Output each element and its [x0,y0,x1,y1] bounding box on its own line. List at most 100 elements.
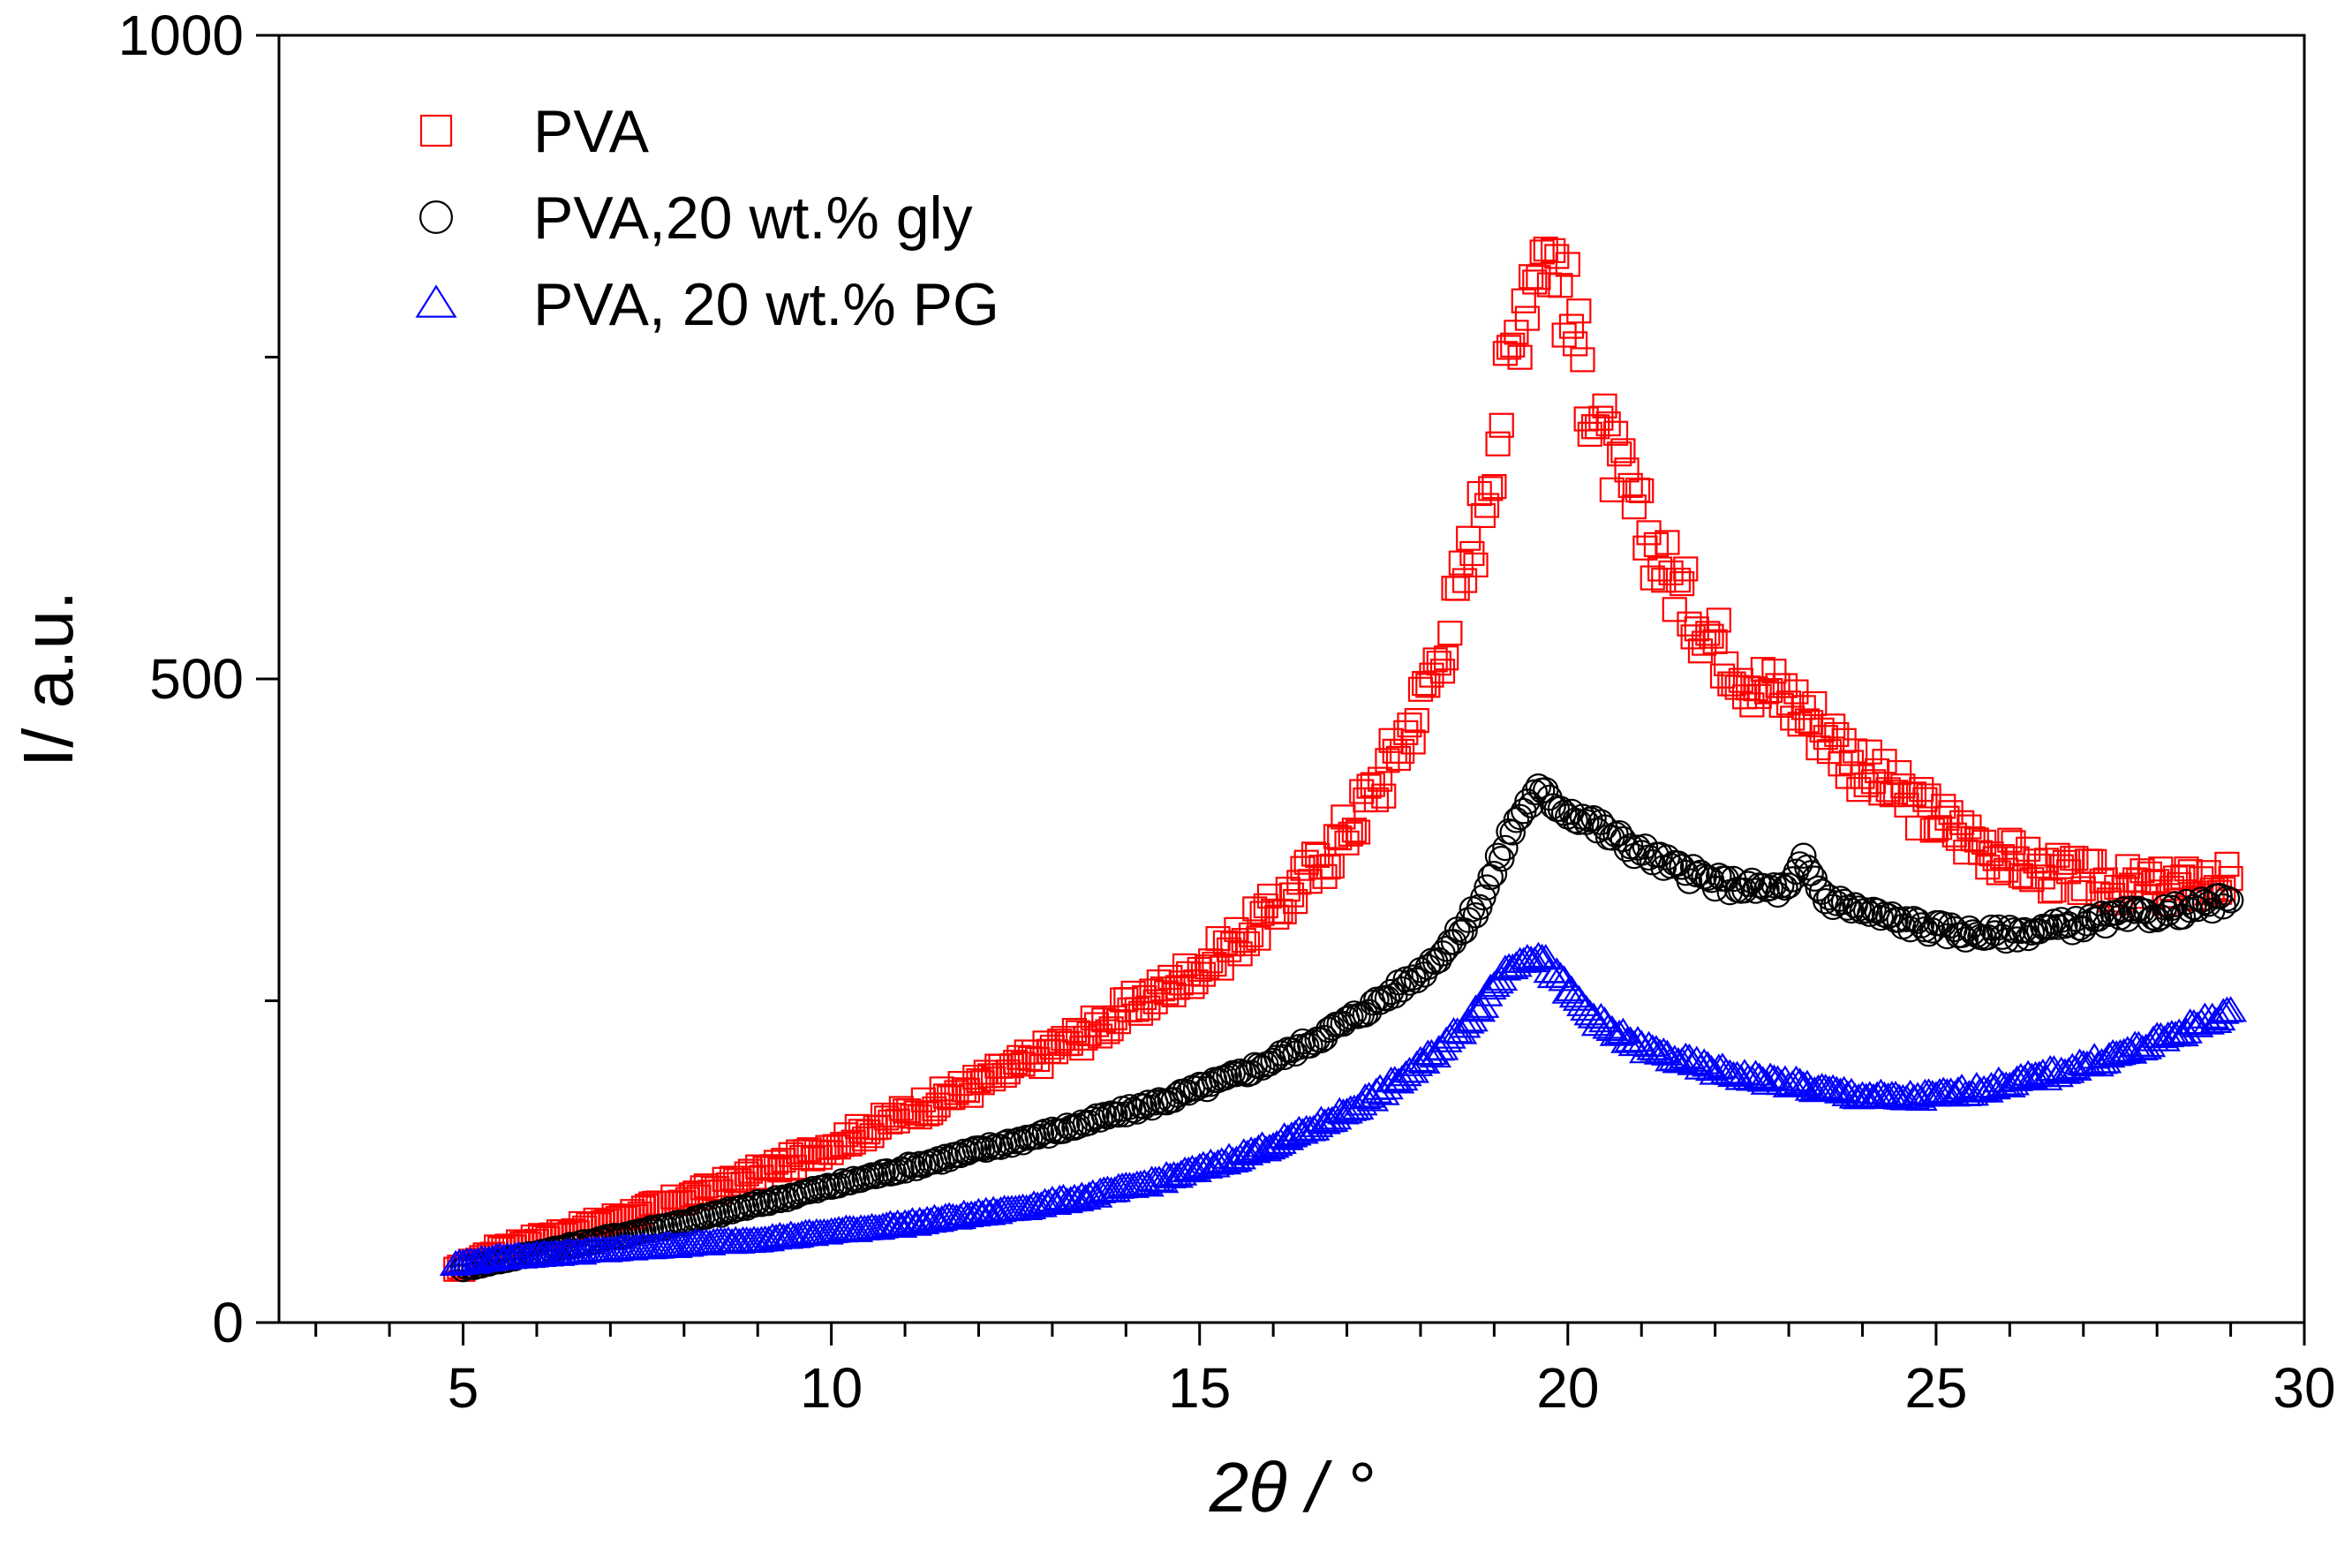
square-point [1548,273,1573,298]
square-point [1706,607,1731,633]
triangle-point [1459,994,1492,1021]
triangle-point [980,1198,1014,1225]
x-axis-title: 2θ / ° [1209,1448,1375,1527]
y-tick-label: 500 [149,647,244,711]
y-axis-title: I/ a.u. [9,591,87,767]
square-point [1481,473,1507,500]
triangle-point [907,1208,940,1235]
triangle-point [1477,970,1511,998]
circle-point [1613,835,1640,863]
triangle-point [2055,1052,2089,1079]
triangle-point [841,1216,874,1242]
triangle-point [1474,973,1507,1000]
triangle-point [1463,996,1496,1022]
circle-point [1399,964,1427,991]
legend-circle-marker [419,200,453,234]
circle-point [1075,1109,1103,1136]
circle-point [1565,809,1593,835]
circle-point [1131,1093,1157,1120]
triangle-point [1934,1077,1968,1104]
circle-point [810,1174,838,1201]
square-point [1264,904,1290,930]
square-point [1610,438,1636,464]
square-point [1843,738,1868,764]
square-point [1194,954,1220,980]
triangle-point [2181,1011,2214,1037]
circle-point [2088,901,2115,927]
circle-point [2084,906,2112,932]
triangle-point [1331,1097,1363,1124]
circle-point [2213,885,2241,912]
circle-point [1874,902,1902,930]
triangle-point [2048,1058,2082,1084]
circle-point [1731,877,1758,904]
triangle-point [1669,1042,1702,1069]
circle-point [1790,842,1817,869]
square-point [1857,739,1882,765]
square-point [1489,412,1514,438]
square-point [1904,815,1931,841]
triangle-point [1529,944,1563,970]
circle-point [2074,910,2100,937]
circle-point [1481,861,1508,887]
triangle-point [1429,1026,1463,1052]
square-point [1404,708,1429,734]
square-point [1319,853,1345,879]
square-point [1662,597,1687,622]
triangle-point [973,1199,1006,1225]
circle-point [763,1185,789,1211]
markers-layer [439,236,2248,1283]
triangle-point [1956,1080,1990,1106]
x-tick-label: 5 [448,1356,479,1420]
legend-square-marker [419,114,453,147]
triangle-point [922,1206,955,1233]
square-point [1592,393,1617,418]
square-point [1371,783,1397,809]
circle-point [1448,919,1474,946]
square-point [1456,525,1481,551]
square-point [1444,576,1470,601]
legend-item: PVA,20 wt.% gly [419,185,973,252]
circle-point [1735,871,1761,897]
x-tick-label: 30 [2273,1356,2335,1420]
square-point [1629,478,1655,503]
triangle-point [1389,1059,1422,1087]
y-tick-label: 1000 [118,4,244,67]
square-point [1426,651,1451,676]
triangle-point [1407,1047,1441,1074]
square-point [1283,888,1308,915]
circle-point [1474,874,1500,901]
circle-point [2181,893,2207,921]
legend-item: PVA, 20 wt.% PG [415,271,999,338]
circle-point [2118,895,2145,922]
circle-point [1289,1028,1316,1055]
square-point [1478,476,1504,501]
circle-point [795,1178,823,1205]
circle-point [1135,1089,1162,1116]
triangle-point [1544,961,1577,988]
circle-point [1080,1105,1106,1133]
triangle-point [1739,1059,1772,1086]
triangle-point [1941,1075,1975,1103]
triangle-point [1415,1038,1448,1066]
circle-point [744,1188,771,1216]
x-tick-label: 25 [1904,1356,1967,1420]
circle-point [2154,900,2182,927]
triangle-point [1216,1146,1249,1173]
square-point [1566,298,1592,324]
circle-point [855,1164,882,1190]
square-point [1338,821,1363,847]
circle-point [1669,854,1695,880]
triangle-point [1260,1129,1293,1157]
square-point [1209,955,1234,981]
square-point [1345,819,1371,845]
series-triangle [439,941,2248,1277]
legend-label: PVA,20 wt.% gly [533,185,973,252]
square-point [1909,777,1934,803]
circle-point [1949,922,1975,948]
triangle-point [461,1247,494,1273]
square-point [1916,783,1941,809]
triangle-point [2023,1060,2056,1087]
circle-point [987,1134,1014,1160]
